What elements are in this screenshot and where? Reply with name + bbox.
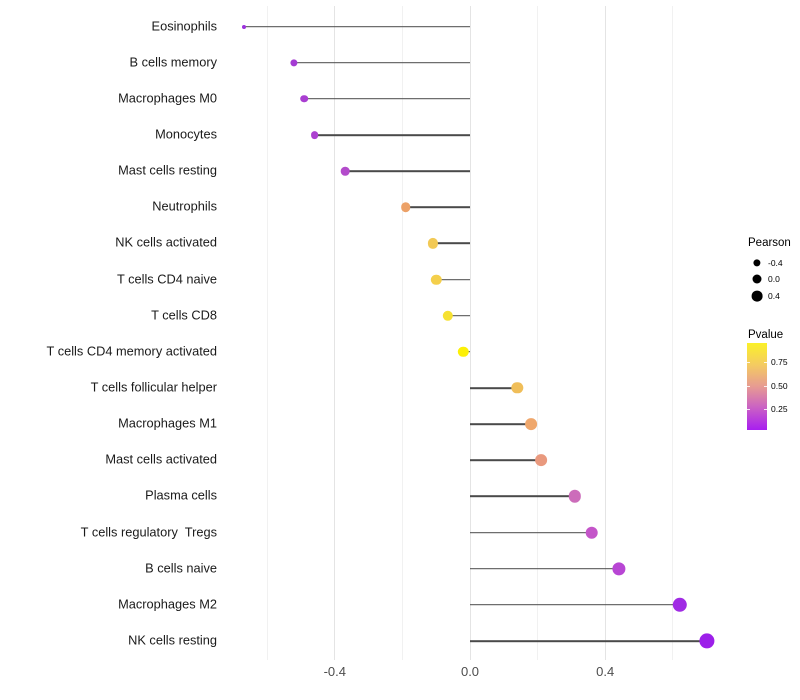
legend-size-label: 0.0 (768, 273, 780, 284)
lollipop-stem (470, 640, 707, 642)
x-axis-tick-label: 0.0 (460, 664, 480, 679)
legend-pvalue-title: Pvalue (748, 329, 784, 341)
lollipop-stem (470, 531, 592, 534)
pvalue-colorbar-tick (747, 386, 750, 387)
lollipop-dot (300, 95, 309, 103)
pvalue-tick-label: 0.50 (771, 380, 788, 391)
major-gridline (469, 6, 471, 660)
lollipop-stem (470, 567, 619, 570)
lollipop-stem (470, 459, 541, 462)
lollipop-dot (310, 131, 319, 139)
legend-size-label: 0.4 (768, 290, 780, 301)
pvalue-colorbar-tick (764, 362, 767, 363)
pvalue-colorbar (747, 343, 767, 430)
legend-size-label: -0.4 (768, 257, 783, 268)
minor-gridline (537, 6, 539, 660)
legend-size-dot (751, 290, 763, 302)
lollipop-stem (432, 242, 470, 245)
category-label: NK cells activated (115, 234, 217, 250)
lollipop-stem (304, 98, 470, 100)
lollipop-stem (344, 170, 470, 172)
lollipop-dot (535, 454, 547, 467)
category-label: B cells naive (145, 560, 217, 576)
lollipop-stem (470, 495, 575, 498)
lollipop-dot (612, 562, 626, 576)
lollipop-dot (400, 202, 411, 213)
x-axis-tick-label: -0.4 (323, 664, 346, 679)
category-label: Monocytes (155, 126, 217, 142)
minor-gridline (672, 6, 674, 660)
lollipop-stem (405, 206, 470, 209)
major-gridline (334, 6, 336, 660)
lollipop-dot (524, 418, 537, 431)
category-label: Mast cells activated (105, 451, 217, 467)
lollipop-dot (511, 382, 524, 394)
pvalue-colorbar-tick (764, 386, 767, 387)
lollipop-dot (458, 346, 469, 358)
legend: Pearson -0.4 0.0 0.4 Pvalue 0.75 0.50 0.25 (735, 230, 800, 440)
x-axis-tick-label: 0.4 (596, 664, 615, 679)
lollipop-dot (340, 166, 350, 176)
category-label: Plasma cells (145, 488, 217, 504)
lollipop-stem (436, 278, 470, 281)
minor-gridline (266, 6, 268, 660)
pvalue-colorbar-tick (747, 362, 750, 363)
lollipop-stem (294, 61, 470, 64)
pvalue-colorbar-tick (764, 409, 767, 410)
legend-pearson-title: Pearson (748, 237, 791, 249)
pvalue-tick-label: 0.75 (771, 356, 788, 367)
category-label: T cells follicular helper (90, 379, 217, 395)
pvalue-tick-label: 0.25 (771, 403, 788, 414)
category-label: T cells CD4 naive (116, 271, 217, 287)
category-label: Macrophages M2 (118, 596, 217, 612)
lollipop-dot (241, 24, 246, 29)
lollipop-dot (699, 633, 715, 649)
legend-size-dot (752, 274, 762, 284)
lollipop-dot (430, 274, 442, 285)
category-label: T cells regulatory Tregs (80, 524, 217, 540)
lollipop-dot (585, 526, 598, 539)
legend-size-dot (753, 259, 761, 267)
category-label: Macrophages M0 (118, 90, 217, 106)
lollipop-dot (672, 597, 687, 613)
lollipop-dot (290, 59, 298, 67)
lollipop-stem (448, 314, 470, 317)
lollipop-stem (314, 134, 470, 136)
category-label: Eosinophils (151, 18, 217, 34)
category-label: NK cells resting (128, 632, 217, 648)
major-gridline (604, 6, 606, 660)
category-label: Neutrophils (152, 198, 217, 214)
lollipop-stem (243, 25, 470, 28)
category-label: Macrophages M1 (118, 415, 217, 431)
lollipop-dot (568, 490, 581, 503)
category-label: T cells CD4 memory activated (46, 343, 217, 359)
pvalue-colorbar-tick (747, 409, 750, 410)
lollipop-stem (470, 423, 531, 425)
lollipop-dot (442, 310, 454, 321)
category-label: T cells CD8 (151, 307, 217, 323)
lollipop-stem (470, 604, 680, 606)
minor-gridline (401, 6, 403, 660)
category-label: Mast cells resting (118, 162, 217, 178)
lollipop-dot (427, 238, 438, 249)
lollipop-stem (470, 387, 518, 389)
category-label: B cells memory (129, 54, 217, 70)
